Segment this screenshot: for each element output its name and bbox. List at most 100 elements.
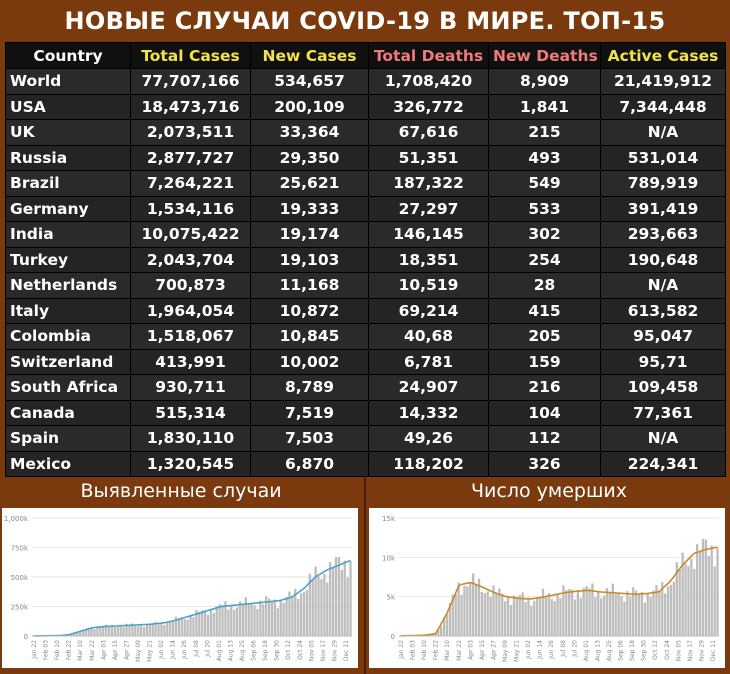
new-cases-cell: 19,103 — [250, 246, 369, 273]
bar — [317, 576, 320, 636]
bar — [559, 598, 562, 636]
x-tick-label: Jun 02 — [158, 640, 165, 660]
bar — [544, 597, 548, 636]
bar — [78, 631, 82, 636]
active-cases-cell: 224,341 — [600, 450, 726, 477]
bar — [174, 616, 178, 636]
total-deaths-cell: 146,145 — [368, 221, 489, 248]
x-tick-label: Feb 10 — [54, 640, 61, 660]
total-cases-cell: 10,075,422 — [130, 221, 251, 248]
bar — [297, 599, 300, 636]
new-deaths-cell: 112 — [488, 425, 601, 452]
total-deaths-cell: 18,351 — [368, 246, 489, 273]
total-cases-cell: 2,043,704 — [130, 246, 251, 273]
active-cases-cell: 95,71 — [600, 348, 726, 375]
new-deaths-cell: 302 — [488, 221, 601, 248]
total-cases-cell: 7,264,221 — [130, 170, 251, 197]
bar — [99, 627, 102, 636]
total-deaths-cell: 326,772 — [368, 93, 489, 120]
bar — [556, 593, 559, 636]
y-tick-label: 500k — [11, 574, 29, 582]
bar — [116, 626, 119, 636]
bar — [440, 626, 443, 636]
bar — [302, 592, 306, 636]
country-cell: Switzerland — [5, 348, 131, 375]
table-row: Brazil 7,264,221 25,621 187,322 549 789,919 — [5, 170, 726, 197]
bar — [492, 585, 495, 636]
bar — [457, 582, 460, 636]
x-tick-label: Jan 22 — [398, 640, 405, 660]
x-tick-label: Feb 03 — [410, 640, 417, 660]
x-tick-label: May 21 — [514, 640, 521, 662]
new-deaths-cell: 326 — [488, 450, 601, 477]
bar — [256, 609, 259, 636]
bar — [710, 545, 713, 636]
x-tick-label: Sep 18 — [262, 640, 269, 661]
total-deaths-cell: 40,68 — [368, 323, 489, 350]
x-tick-label: Nov 05 — [308, 640, 315, 661]
x-tick-label: Jun 14 — [170, 640, 177, 660]
active-cases-cell: 77,361 — [600, 399, 726, 426]
bar — [693, 569, 696, 636]
bar — [90, 627, 93, 636]
bar — [198, 611, 201, 636]
bar — [617, 593, 620, 636]
table-row: Turkey 2,043,704 19,103 18,351 254 190,648 — [5, 246, 726, 273]
bar — [329, 562, 332, 636]
y-tick-label: 0 — [24, 633, 28, 641]
new-deaths-cell: 549 — [488, 170, 601, 197]
bar — [655, 585, 658, 636]
bar — [105, 624, 108, 636]
bar — [538, 598, 542, 636]
bar — [311, 579, 314, 636]
x-tick-label: Dec 11 — [710, 640, 717, 661]
bar — [186, 619, 189, 636]
x-tick-label: Oct 24 — [297, 640, 304, 660]
bar — [690, 558, 693, 636]
new-cases-cell: 10,872 — [250, 297, 369, 324]
bar — [323, 573, 326, 636]
table-body: World 77,707,166 534,657 1,708,420 8,909 21,4… — [5, 68, 726, 477]
bar — [270, 601, 274, 636]
bar — [250, 603, 253, 636]
bar — [536, 597, 539, 636]
new-cases-cell: 10,002 — [250, 348, 369, 375]
bar — [474, 584, 478, 636]
bar — [672, 581, 676, 636]
active-cases-cell: 789,919 — [600, 170, 726, 197]
bar — [157, 624, 160, 636]
total-cases-cell: 1,830,110 — [130, 425, 251, 452]
bar — [451, 594, 454, 636]
total-cases-cell: 700,873 — [130, 272, 251, 299]
new-cases-cell: 11,168 — [250, 272, 369, 299]
x-tick-label: Aug 13 — [227, 640, 234, 661]
bar — [594, 597, 597, 636]
bar — [442, 617, 446, 636]
y-tick-label: 0 — [391, 633, 395, 641]
bar — [553, 601, 556, 636]
total-deaths-cell: 49,26 — [368, 425, 489, 452]
bar — [704, 539, 708, 636]
new-cases-cell: 8,789 — [250, 374, 369, 401]
active-cases-cell: 391,419 — [600, 195, 726, 222]
bar — [460, 594, 463, 636]
new-deaths-cell: 28 — [488, 272, 601, 299]
table-row: Colombia 1,518,067 10,845 40,68 205 95,047 — [5, 323, 726, 350]
x-tick-label: Oct 12 — [652, 640, 659, 660]
new-cases-cell: 29,350 — [250, 144, 369, 171]
bar — [588, 588, 591, 636]
bar — [305, 589, 309, 636]
bar — [637, 594, 641, 636]
bar — [533, 600, 536, 636]
bar — [169, 621, 172, 636]
bar — [107, 626, 111, 636]
bar — [110, 624, 114, 636]
new-cases-cell: 534,657 — [250, 68, 369, 95]
table-row: UK 2,073,511 33,364 67,616 215 N/A — [5, 119, 726, 146]
country-cell: UK — [5, 119, 131, 146]
bar — [209, 609, 213, 636]
bar — [308, 573, 311, 636]
x-tick-label: May 09 — [135, 640, 142, 662]
bar — [320, 578, 323, 636]
new-cases-cell: 7,503 — [250, 425, 369, 452]
